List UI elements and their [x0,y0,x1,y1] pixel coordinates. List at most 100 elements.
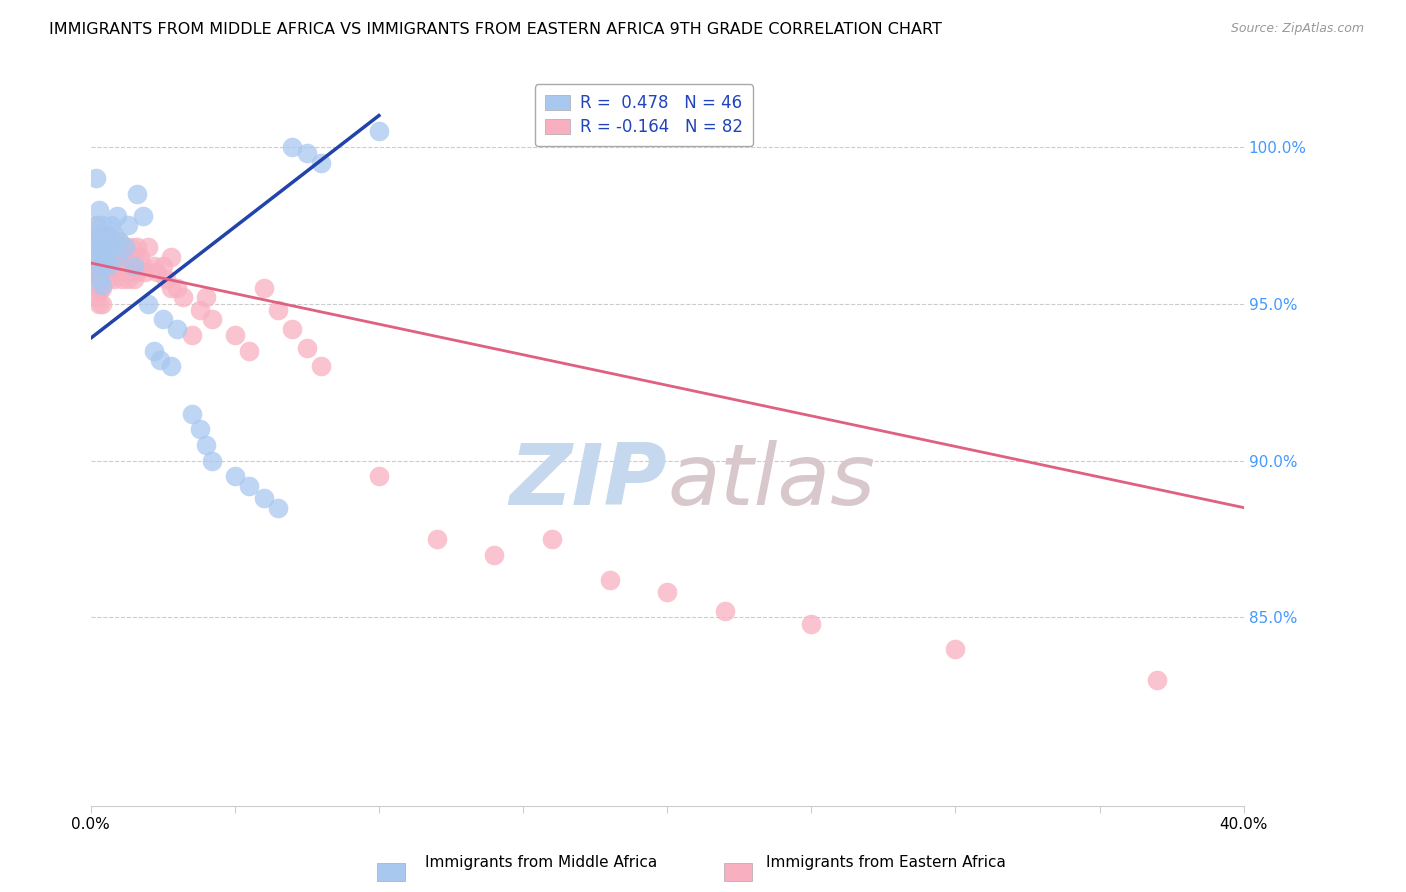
Point [89,271,111,285]
Point [105,250,128,264]
Text: atlas: atlas [668,440,875,523]
Point [295,146,318,161]
Point [281,322,304,336]
Point [149,353,172,368]
Point [152,259,174,273]
Point [309,359,332,374]
Point [89,250,111,264]
Text: Source: ZipAtlas.com: Source: ZipAtlas.com [1230,22,1364,36]
Point [94,250,117,264]
Point [105,265,128,279]
Point [117,250,139,264]
Point [103,234,125,248]
Point [97,240,120,254]
Point [97,250,120,264]
Point [117,219,139,233]
Point [252,281,274,295]
Point [238,478,260,492]
Point [166,281,188,295]
Point [125,186,148,201]
Point [100,240,122,254]
Point [194,438,217,452]
Point [188,422,211,436]
Point [188,303,211,318]
Point [309,155,332,169]
Point [201,453,224,467]
Point [89,227,111,242]
Point [86,219,108,233]
Point [160,250,183,264]
Point [136,240,159,254]
Point [143,343,166,358]
Point [86,291,108,305]
Point [91,281,114,295]
Point [91,297,114,311]
Point [160,281,183,295]
Point [100,219,122,233]
Point [105,209,128,223]
Text: Immigrants from Middle Africa: Immigrants from Middle Africa [425,855,658,870]
Point [91,227,114,242]
Point [100,240,122,254]
Point [800,616,823,631]
Point [1146,673,1168,687]
Point [86,265,108,279]
Point [91,240,114,254]
Point [86,234,108,248]
Point [82,240,104,254]
Point [224,469,246,483]
Point [97,259,120,273]
Point [94,227,117,242]
Point [94,234,117,248]
Point [224,328,246,343]
Point [143,259,166,273]
Point [91,219,114,233]
Point [122,259,145,273]
Point [155,271,177,285]
Point [172,291,194,305]
Point [105,240,128,254]
Point [94,265,117,279]
Point [89,297,111,311]
Point [367,469,389,483]
Point [108,234,131,248]
Point [267,500,290,515]
Point [82,265,104,279]
Point [128,250,150,264]
Point [657,585,679,599]
Point [134,265,156,279]
Text: IMMIGRANTS FROM MIDDLE AFRICA VS IMMIGRANTS FROM EASTERN AFRICA 9TH GRADE CORREL: IMMIGRANTS FROM MIDDLE AFRICA VS IMMIGRA… [49,22,942,37]
Point [120,265,142,279]
Point [108,259,131,273]
Point [238,343,260,358]
Point [267,303,290,318]
Point [945,641,967,656]
Point [599,573,621,587]
Point [82,259,104,273]
Point [108,234,131,248]
Point [91,277,114,292]
Point [86,171,108,186]
Point [89,202,111,217]
Point [86,250,108,264]
Text: ZIP: ZIP [509,440,668,523]
Point [120,240,142,254]
Text: Immigrants from Eastern Africa: Immigrants from Eastern Africa [766,855,1005,870]
Point [82,227,104,242]
Point [91,265,114,279]
Point [103,259,125,273]
Point [97,271,120,285]
Point [103,271,125,285]
Point [201,312,224,326]
Point [281,140,304,154]
Point [114,265,136,279]
Point [180,328,202,343]
Point [86,240,108,254]
Point [252,491,274,506]
Point [89,284,111,298]
Point [82,234,104,248]
Point [125,265,148,279]
Point [86,219,108,233]
Point [111,250,134,264]
Point [97,227,120,242]
